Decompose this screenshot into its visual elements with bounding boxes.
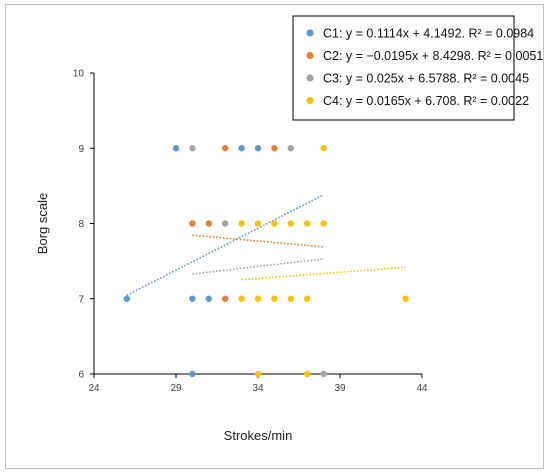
x-tick-label: 44 [416, 383, 428, 394]
legend-marker-c2 [306, 51, 314, 60]
data-point-c2 [222, 145, 229, 152]
y-tick-label: 7 [78, 294, 84, 305]
legend-marker-c3 [306, 74, 314, 82]
data-point-c1 [205, 295, 212, 302]
data-point-c2 [222, 295, 229, 302]
x-axis-title: Strokes/min [224, 428, 293, 443]
data-point-c3 [222, 220, 229, 227]
x-tick-label: 39 [334, 383, 346, 394]
y-tick-label: 10 [73, 69, 85, 80]
legend-entry-c2: C2: y = −0.0195x + 8.4298. R² = 0.0051 [323, 49, 543, 63]
data-point-c4 [304, 295, 311, 302]
data-point-c4 [320, 145, 327, 152]
data-point-c4 [320, 220, 327, 227]
data-point-c4 [402, 295, 409, 302]
data-point-c2 [205, 220, 212, 227]
data-point-c1 [123, 295, 130, 302]
data-point-c4 [287, 220, 294, 227]
trendline-c3 [192, 258, 324, 275]
data-point-c4 [304, 220, 311, 227]
trendline-c2 [192, 234, 324, 248]
data-point-c1 [172, 145, 180, 152]
data-points [123, 145, 409, 378]
legend-entry-c4: C4: y = 0.0165x + 6.708. R² = 0.0022 [323, 94, 529, 108]
data-point-c4 [271, 295, 278, 302]
trendlines [126, 194, 406, 297]
data-point-c4 [271, 220, 278, 227]
legend-marker-c1 [306, 29, 314, 37]
legend-marker-c4 [306, 96, 314, 105]
data-point-c3 [287, 145, 294, 152]
legend-box [292, 15, 515, 121]
data-point-c4 [287, 295, 294, 302]
trendline-c4 [241, 266, 406, 281]
y-tick-label: 8 [78, 219, 84, 230]
data-point-c1 [189, 370, 196, 378]
data-point-c4 [254, 220, 262, 227]
data-point-c4 [304, 370, 311, 378]
data-point-c1 [254, 145, 262, 152]
data-point-c1 [238, 145, 245, 152]
x-tick-label: 34 [252, 383, 264, 394]
data-point-c4 [238, 295, 245, 302]
y-tick-labels: 6 7 8 9 10 [73, 69, 94, 381]
legend-entry-c1: C1: y = 0.1114x + 4.1492. R² = 0.0984 [323, 26, 534, 40]
x-tick-label: 29 [170, 383, 182, 394]
data-point-c2 [271, 145, 278, 152]
data-point-c4 [254, 295, 262, 302]
trendline-c1 [126, 194, 324, 297]
x-tick-label: 24 [88, 383, 100, 394]
data-point-c4 [238, 220, 245, 227]
legend: C1: y = 0.1114x + 4.1492. R² = 0.0984 C2:… [292, 15, 543, 121]
data-point-c3 [320, 370, 327, 378]
data-point-c2 [189, 220, 196, 227]
y-tick-label: 6 [78, 370, 84, 381]
y-tick-label: 9 [78, 144, 84, 155]
data-point-c4 [254, 370, 262, 378]
data-point-c3 [189, 145, 196, 152]
legend-entry-c3: C3: y = 0.025x + 6.5788. R² = 0.0045 [323, 71, 529, 85]
y-axis-title: Borg scale [35, 193, 50, 254]
data-point-c1 [189, 295, 196, 302]
x-tick-labels: 24 29 34 39 44 [88, 374, 428, 394]
